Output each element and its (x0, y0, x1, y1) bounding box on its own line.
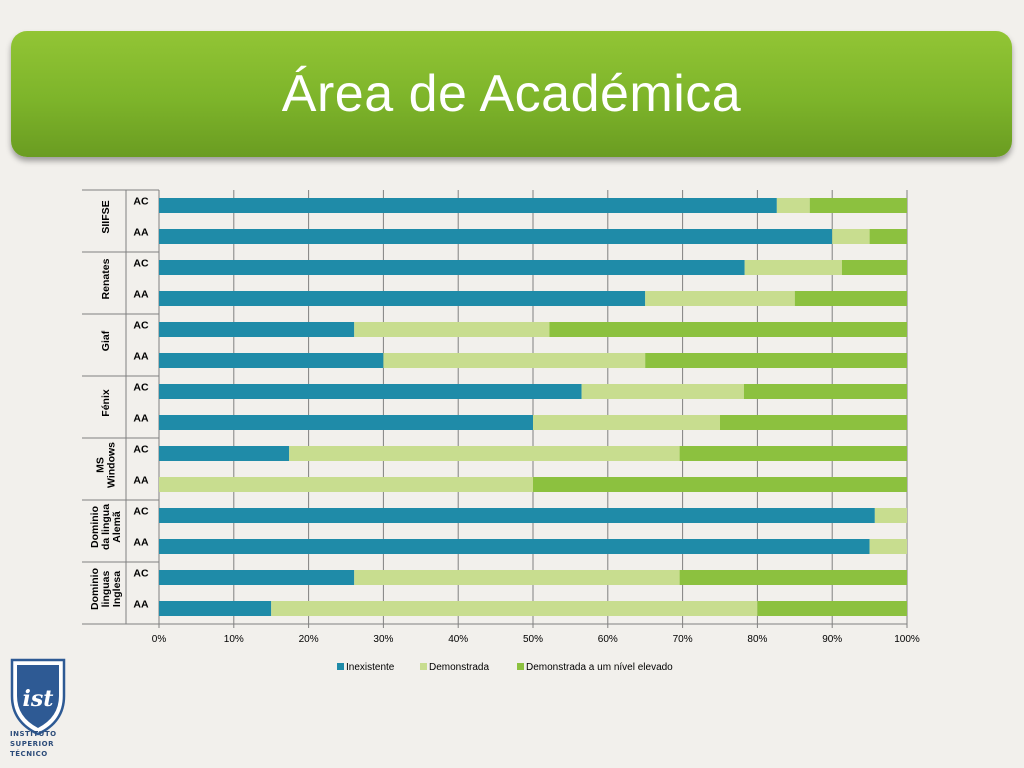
bar-segment (744, 260, 842, 275)
bar-segment (720, 415, 907, 430)
group-label: da lingua (100, 504, 112, 550)
legend-swatch (517, 663, 524, 670)
bar-segment (679, 570, 907, 585)
group-label: Inglesa (111, 571, 123, 607)
legend-label: Demonstrada a um nível elevado (526, 662, 673, 673)
title-banner: Área de Académica (11, 31, 1012, 157)
bar-segment (874, 508, 907, 523)
logo-text-line2: SUPERIOR (10, 740, 54, 748)
group-label: MS (95, 457, 107, 473)
x-tick-label: 60% (598, 634, 618, 645)
legend-label: Inexistente (346, 662, 395, 673)
row-label: AC (133, 506, 149, 518)
group-label: Windows (106, 442, 118, 488)
bar-segment (354, 570, 680, 585)
bar-segment (159, 260, 745, 275)
bar-segment (757, 601, 907, 616)
row-label: AA (133, 227, 149, 239)
row-label: AC (133, 382, 149, 394)
bar-segment (159, 508, 875, 523)
logo-text-line3: TÉCNICO (10, 750, 48, 758)
svg-text:ist: ist (23, 686, 54, 712)
bar-segment (159, 446, 290, 461)
x-tick-label: 10% (224, 634, 244, 645)
bar-segment (159, 198, 777, 213)
group-label: linguas (100, 570, 112, 607)
x-tick-label: 30% (373, 634, 393, 645)
bar-segment (533, 415, 720, 430)
bar-segment (271, 601, 758, 616)
x-tick-label: 90% (822, 634, 842, 645)
group-label: Alemã (111, 511, 123, 543)
x-tick-label: 70% (673, 634, 693, 645)
row-label: AC (133, 320, 149, 332)
bar-segment (159, 415, 533, 430)
row-label: AC (133, 568, 149, 580)
bar-segment (159, 477, 533, 492)
bar-segment (289, 446, 680, 461)
ist-logo-icon: ist (10, 658, 66, 736)
bar-segment (549, 322, 907, 337)
bar-segment (159, 539, 870, 554)
bar-segment (383, 353, 646, 368)
bar-segment (679, 446, 907, 461)
bar-segment (869, 539, 907, 554)
bar-segment (354, 322, 550, 337)
legend-label: Demonstrada (429, 662, 489, 673)
row-label: AA (133, 351, 149, 363)
legend-swatch (420, 663, 427, 670)
x-tick-label: 20% (299, 634, 319, 645)
group-label: Giaf (100, 330, 112, 351)
slide-title: Área de Académica (281, 65, 742, 123)
bar-segment (841, 260, 907, 275)
bar-segment (159, 384, 582, 399)
bar-segment (159, 570, 355, 585)
x-tick-label: 80% (747, 634, 767, 645)
bar-segment (809, 198, 907, 213)
group-label: Dominio (89, 506, 101, 548)
x-tick-label: 100% (894, 634, 920, 645)
row-label: AC (133, 196, 149, 208)
x-tick-label: 0% (152, 634, 167, 645)
x-tick-label: 40% (448, 634, 468, 645)
bar-segment (869, 229, 907, 244)
logo-text-line1: INSTITUTO (10, 730, 57, 738)
group-label: SIIFSE (100, 200, 112, 233)
row-label: AA (133, 537, 149, 549)
row-label: AC (133, 444, 149, 456)
bar-segment (794, 291, 907, 306)
row-label: AA (133, 475, 149, 487)
bar-segment (645, 353, 907, 368)
bar-segment (743, 384, 907, 399)
bar-segment (776, 198, 810, 213)
row-label: AA (133, 599, 149, 611)
bar-segment (159, 353, 384, 368)
group-label: Dominio (89, 568, 101, 610)
bar-segment (581, 384, 744, 399)
bar-segment (533, 477, 907, 492)
group-label: Renates (100, 258, 112, 299)
bar-segment (159, 601, 272, 616)
bar-segment (832, 229, 870, 244)
bar-segment (645, 291, 795, 306)
legend-swatch (337, 663, 344, 670)
x-tick-label: 50% (523, 634, 543, 645)
bar-segment (159, 229, 833, 244)
row-label: AC (133, 258, 149, 270)
row-label: AA (133, 289, 149, 301)
bar-segment (159, 322, 355, 337)
group-label: Fénix (100, 389, 112, 417)
bar-segment (159, 291, 646, 306)
row-label: AA (133, 413, 149, 425)
